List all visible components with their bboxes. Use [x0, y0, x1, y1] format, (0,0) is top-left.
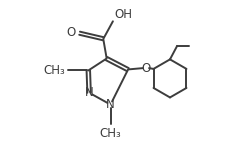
Text: N: N [106, 98, 115, 111]
Text: OH: OH [115, 8, 132, 20]
Text: CH₃: CH₃ [100, 127, 121, 140]
Text: O: O [142, 62, 151, 75]
Text: N: N [85, 86, 93, 99]
Text: O: O [67, 26, 76, 39]
Text: CH₃: CH₃ [44, 64, 65, 77]
